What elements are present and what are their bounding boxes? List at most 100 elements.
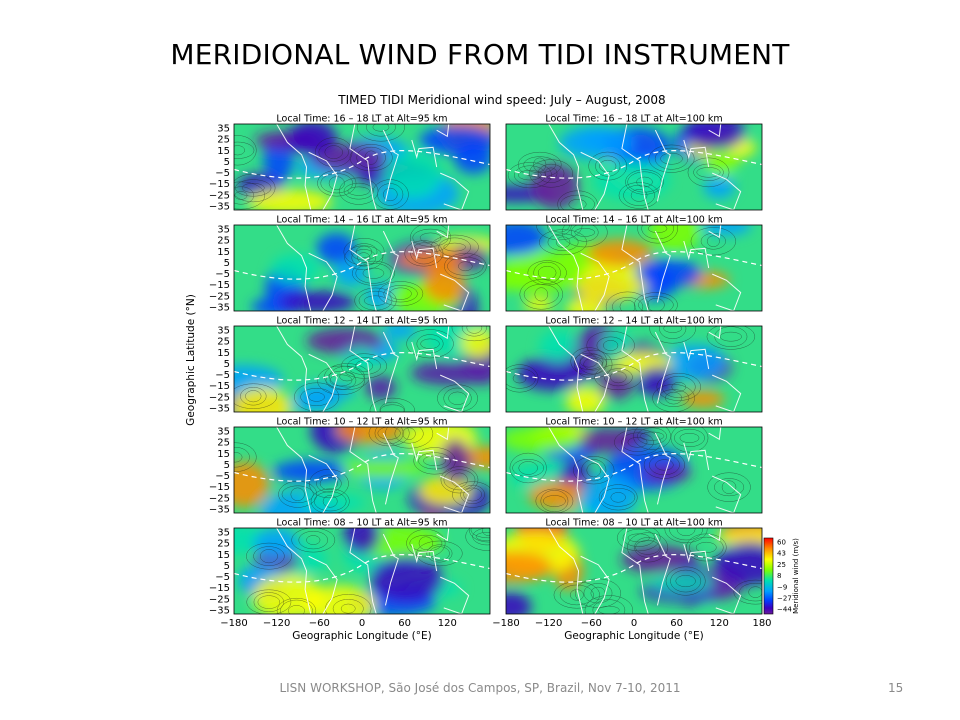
- slide-title: MERIDIONAL WIND FROM TIDI INSTRUMENT: [170, 38, 790, 71]
- wind-field: [506, 326, 762, 412]
- panel-frame: [505, 527, 763, 615]
- map-panel: Local Time: 12 – 14 LT at Alt=100 km: [505, 316, 763, 413]
- colorbar-tick-label: 8: [777, 572, 781, 580]
- lon-tick-label: 0: [631, 618, 637, 629]
- lon-tick-label: −60: [309, 618, 330, 629]
- lat-tick-label: −25: [209, 493, 230, 504]
- lat-tick-label: 15: [217, 550, 230, 561]
- lat-tick-label: 35: [217, 326, 230, 337]
- lat-tick-label: −15: [209, 583, 230, 594]
- lat-tick-label: 35: [217, 427, 230, 438]
- wind-field: [506, 427, 762, 513]
- wind-field: [506, 225, 762, 311]
- lat-tick-label: 25: [217, 236, 230, 247]
- colorbar-label: Meridional wind (m/s): [792, 538, 800, 614]
- panel-title: Local Time: 14 – 16 LT at Alt=95 km: [276, 215, 447, 226]
- map-panel: Local Time: 16 – 18 LT at Alt=95 km: [233, 114, 491, 211]
- figure-main-title: TIMED TIDI Meridional wind speed: July –…: [337, 93, 665, 107]
- panel-title: Local Time: 16 – 18 LT at Alt=100 km: [545, 114, 722, 125]
- lon-tick-label: −180: [220, 618, 247, 629]
- lat-tick-label: 35: [217, 124, 230, 135]
- lat-tick-label: −35: [209, 505, 230, 516]
- wind-figure: TIMED TIDI Meridional wind speed: July –…: [180, 90, 810, 650]
- lat-tick-label: −35: [209, 404, 230, 415]
- lat-tick-label: −15: [209, 280, 230, 291]
- lat-tick-label: −35: [209, 606, 230, 617]
- x-axis-label: Geographic Longitude (°E): [564, 630, 703, 642]
- lon-tick-label: 60: [398, 618, 411, 629]
- slide-footer: LISN WORKSHOP, São José dos Campos, SP, …: [279, 681, 681, 695]
- wind-field: [234, 326, 490, 412]
- lon-tick-label: 120: [438, 618, 457, 629]
- panel-frame: [505, 123, 763, 211]
- colorbar-tick-label: −44: [777, 606, 792, 614]
- lon-tick-label: 180: [752, 618, 771, 629]
- panel-frame: [505, 224, 763, 312]
- lat-tick-label: −15: [209, 179, 230, 190]
- panel-title: Local Time: 10 – 12 LT at Alt=95 km: [276, 417, 447, 428]
- panel-frame: [233, 527, 491, 615]
- map-panel: Local Time: 08 – 10 LT at Alt=100 km: [505, 518, 763, 615]
- lat-tick-label: −25: [209, 291, 230, 302]
- colorbar-tick-label: 43: [777, 550, 786, 558]
- map-panel: Local Time: 12 – 14 LT at Alt=95 km: [233, 316, 491, 413]
- lon-tick-label: −120: [535, 618, 562, 629]
- wind-field: [234, 225, 490, 311]
- lat-tick-label: −5: [215, 370, 230, 381]
- lon-tick-label: 120: [710, 618, 729, 629]
- panel-title: Local Time: 12 – 14 LT at Alt=95 km: [276, 316, 447, 327]
- colorbar-tick-label: 60: [777, 539, 786, 547]
- lat-tick-label: 15: [217, 247, 230, 258]
- lat-tick-label: −25: [209, 190, 230, 201]
- map-panel: Local Time: 10 – 12 LT at Alt=95 km: [233, 417, 491, 514]
- panel-frame: [233, 224, 491, 312]
- panel-frame: [233, 325, 491, 413]
- lat-tick-label: −25: [209, 392, 230, 403]
- lat-tick-label: 35: [217, 528, 230, 539]
- map-panel: Local Time: 16 – 18 LT at Alt=100 km: [505, 114, 763, 211]
- colorbar-tick-label: −9: [777, 583, 787, 591]
- map-panel: Local Time: 14 – 16 LT at Alt=95 km: [233, 215, 491, 312]
- colorbar-tick-label: 25: [777, 561, 786, 569]
- slide-number: 15: [888, 681, 904, 695]
- panel-title: Local Time: 10 – 12 LT at Alt=100 km: [545, 417, 722, 428]
- lat-tick-label: 15: [217, 449, 230, 460]
- lat-tick-label: −35: [209, 303, 230, 314]
- panel-title: Local Time: 14 – 16 LT at Alt=100 km: [545, 215, 722, 226]
- lat-tick-label: −5: [215, 471, 230, 482]
- map-panel: Local Time: 08 – 10 LT at Alt=95 km: [233, 518, 491, 615]
- panel-frame: [505, 325, 763, 413]
- y-axis-label: Geographic Latitude (°N): [185, 294, 197, 426]
- lon-tick-label: 0: [359, 618, 365, 629]
- lat-tick-label: 5: [224, 359, 230, 370]
- wind-field: [234, 427, 490, 513]
- wind-field: [234, 528, 490, 614]
- lat-tick-label: 15: [217, 146, 230, 157]
- lat-tick-label: 35: [217, 225, 230, 236]
- lat-tick-label: −5: [215, 269, 230, 280]
- lat-tick-label: −15: [209, 381, 230, 392]
- lat-tick-label: 5: [224, 561, 230, 572]
- wind-field: [234, 124, 490, 210]
- wind-field: [506, 124, 762, 210]
- panel-title: Local Time: 16 – 18 LT at Alt=95 km: [276, 114, 447, 125]
- lat-tick-label: −5: [215, 168, 230, 179]
- colorbar-tick-label: −27: [777, 595, 792, 603]
- lat-tick-label: 25: [217, 539, 230, 550]
- colorbar-ticks: 60 43 25 8 −9 −27 −44: [777, 539, 792, 614]
- lon-tick-label: −60: [581, 618, 602, 629]
- lat-tick-label: 25: [217, 135, 230, 146]
- wind-figure-svg: TIMED TIDI Meridional wind speed: July –…: [185, 93, 800, 643]
- lat-tick-label: 25: [217, 438, 230, 449]
- panel-title: Local Time: 08 – 10 LT at Alt=95 km: [276, 518, 447, 529]
- lon-tick-label: −180: [492, 618, 519, 629]
- lon-tick-label: −120: [263, 618, 290, 629]
- axes-layer: 3525155−5−15−25−353525155−5−15−25−353525…: [185, 124, 772, 643]
- panel-frame: [233, 123, 491, 211]
- panel-frame: [505, 426, 763, 514]
- lon-tick-label: 60: [670, 618, 683, 629]
- panel-title: Local Time: 12 – 14 LT at Alt=100 km: [545, 316, 722, 327]
- colorbar: 60 43 25 8 −9 −27 −44 Meridional wind (m/s): [763, 537, 800, 615]
- map-panel: Local Time: 14 – 16 LT at Alt=100 km: [505, 215, 763, 312]
